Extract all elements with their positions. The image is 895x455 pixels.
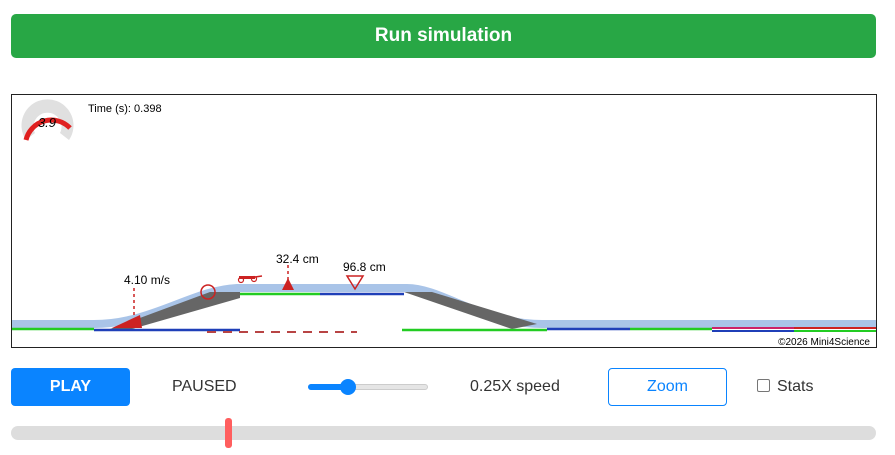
play-button[interactable]: PLAY bbox=[11, 368, 130, 406]
height-triangle bbox=[282, 278, 294, 290]
speedometer-value: 3.9 bbox=[38, 115, 56, 130]
speed-label: 0.25X speed bbox=[470, 378, 560, 395]
speed-slider-fill bbox=[308, 384, 348, 390]
speed-slider[interactable] bbox=[308, 378, 428, 396]
simulation-canvas: 4.10 m/s 32.4 cm 96.8 cm 3.9 Time (s): 0… bbox=[11, 94, 877, 348]
timeline-track bbox=[11, 426, 876, 440]
stats-checkbox[interactable] bbox=[757, 379, 770, 392]
landing-label: 96.8 cm bbox=[343, 260, 386, 274]
zoom-button[interactable]: Zoom bbox=[608, 368, 727, 406]
ramp-left bbox=[110, 292, 240, 329]
landing-triangle bbox=[345, 275, 365, 291]
copyright: ©2026 Mini4Science bbox=[778, 337, 870, 348]
timeline-thumb[interactable] bbox=[225, 418, 233, 448]
track-scene: 4.10 m/s 32.4 cm 96.8 cm 3.9 Time (s): 0… bbox=[12, 99, 876, 348]
speedometer-gauge bbox=[21, 99, 74, 141]
jump-height-label: 32.4 cm bbox=[276, 252, 319, 266]
velocity-label: 4.10 m/s bbox=[124, 273, 170, 287]
speed-slider-thumb[interactable] bbox=[339, 379, 356, 395]
playback-status: PAUSED bbox=[172, 378, 237, 395]
stats-label: Stats bbox=[777, 378, 814, 395]
car-icon bbox=[237, 275, 263, 284]
launch-wedge bbox=[112, 315, 142, 328]
timeline-slider[interactable] bbox=[11, 418, 876, 448]
time-label: Time (s): 0.398 bbox=[88, 103, 162, 115]
car-marker bbox=[200, 284, 216, 300]
ramp-right bbox=[404, 292, 537, 329]
run-simulation-button[interactable]: Run simulation bbox=[11, 14, 876, 58]
